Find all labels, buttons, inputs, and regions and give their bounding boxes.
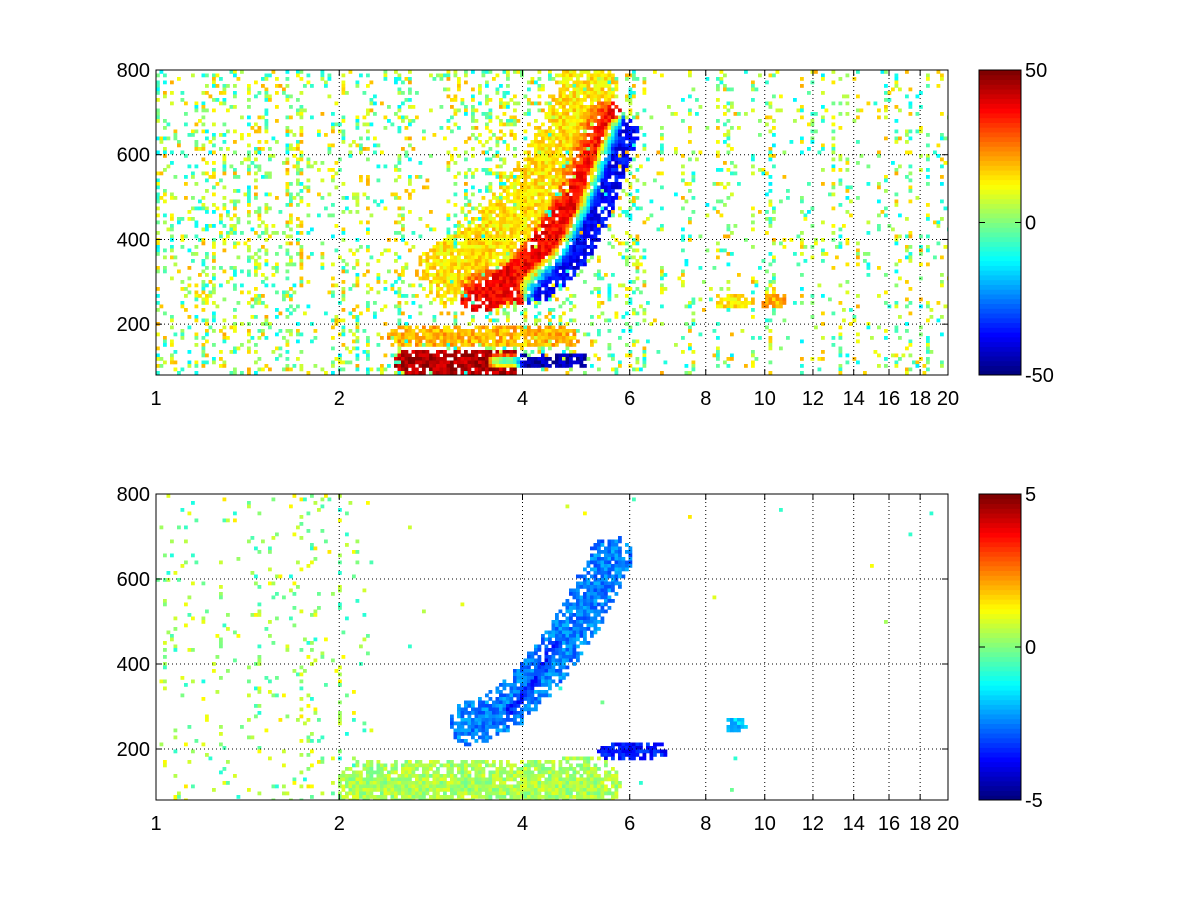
y-axis-ticks-top: 200 400 600 800 — [117, 60, 948, 336]
y-tick-label: 800 — [117, 484, 150, 506]
x-tick-label: 14 — [843, 388, 865, 410]
colorbar-top: 50 0 -50 — [978, 60, 1054, 387]
x-tick-label: 12 — [802, 388, 824, 410]
grid-top — [156, 70, 948, 375]
x-tick-label: 8 — [700, 388, 711, 410]
y-tick-label: 400 — [117, 654, 150, 676]
y-tick-label: 200 — [117, 314, 150, 336]
colorbar-gradient-top — [979, 70, 1021, 375]
colorbar-tick-label: 0 — [1025, 213, 1036, 235]
x-tick-label: 20 — [937, 388, 959, 410]
x-tick-label: 2 — [334, 813, 345, 835]
y-tick-label: 200 — [117, 739, 150, 761]
colorbar-ticks-bottom: 5 0 -5 — [979, 484, 1043, 812]
x-tick-label: 1 — [150, 388, 161, 410]
y-axis-ticks-bottom: 200 400 600 800 — [117, 484, 948, 761]
colorbar-ticks-top: 50 0 -50 — [979, 60, 1054, 387]
x-tick-label: 20 — [937, 813, 959, 835]
colorbar-gradient-bottom — [979, 494, 1021, 800]
colorbar-tick-label: 5 — [1025, 484, 1036, 506]
x-tick-label: 12 — [802, 813, 824, 835]
colorbar-tick-label: 50 — [1025, 60, 1047, 82]
x-tick-label: 6 — [624, 813, 635, 835]
axes-frame-bottom — [155, 493, 949, 801]
x-tick-label: 8 — [700, 813, 711, 835]
x-tick-label: 14 — [843, 813, 865, 835]
colorbar-tick-label: -50 — [1025, 365, 1054, 387]
x-tick-label: 4 — [517, 813, 528, 835]
x-axis-ticks-top: 1 2 4 6 8 10 12 14 16 18 20 — [150, 70, 959, 410]
x-tick-label: 16 — [878, 813, 900, 835]
x-axis-ticks-bottom: 1 2 4 6 8 10 12 14 16 18 20 — [150, 494, 959, 835]
x-tick-label: 18 — [909, 388, 931, 410]
x-tick-label: 4 — [517, 388, 528, 410]
y-tick-label: 600 — [117, 145, 150, 167]
x-tick-label: 6 — [624, 388, 635, 410]
axes-frame-top — [155, 69, 949, 376]
colorbar-tick-label: -5 — [1025, 790, 1043, 812]
x-tick-label: 16 — [878, 388, 900, 410]
colorbar-tick-label: 0 — [1025, 637, 1036, 659]
x-tick-label: 10 — [754, 388, 776, 410]
x-tick-label: 10 — [754, 813, 776, 835]
x-tick-label: 18 — [909, 813, 931, 835]
plot-area-bottom — [156, 494, 934, 800]
plot-area-top — [156, 70, 948, 375]
y-tick-label: 600 — [117, 569, 150, 591]
colorbar-bottom: 5 0 -5 — [978, 484, 1043, 812]
y-tick-label: 800 — [117, 60, 150, 82]
grid-bottom — [156, 494, 948, 800]
x-tick-label: 2 — [334, 388, 345, 410]
y-tick-label: 400 — [117, 229, 150, 251]
x-tick-label: 1 — [150, 813, 161, 835]
